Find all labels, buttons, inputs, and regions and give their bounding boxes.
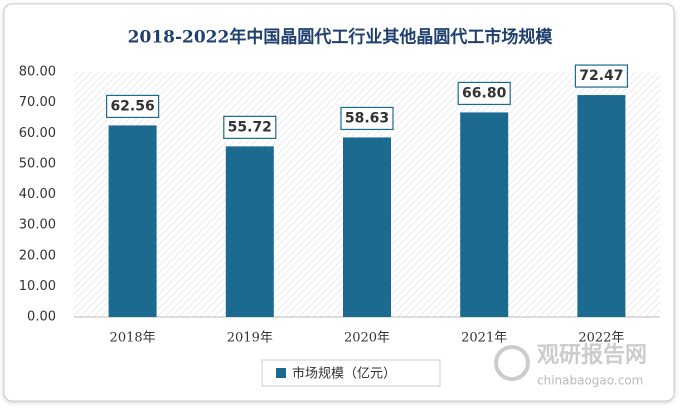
bar [108, 125, 157, 317]
bar [225, 146, 274, 317]
bar [343, 137, 391, 317]
y-tick-label: 40.00 [19, 187, 56, 202]
label-box [340, 106, 394, 131]
y-tick-label: 0.00 [27, 310, 56, 325]
x-tick-label: 2018年 [110, 331, 156, 346]
y-tick-label: 10.00 [19, 279, 56, 294]
value-label: 66.80 [462, 85, 507, 101]
chart-title: 2018-2022年中国晶圆代工行业其他晶圆代工市场规模 [128, 27, 554, 48]
watermark-url: chinabaogao.com [537, 374, 643, 388]
y-tick-label: 80.00 [19, 65, 56, 80]
bar [577, 95, 626, 317]
label-box [457, 81, 511, 106]
value-label: 55.72 [228, 119, 272, 135]
x-tick-label: 2021年 [461, 331, 507, 346]
legend-box [261, 359, 441, 387]
bar [460, 112, 509, 317]
value-label: 58.63 [345, 110, 389, 126]
label-box [223, 115, 277, 139]
x-tick-label: 2020年 [344, 331, 390, 346]
legend-label: 市场规模（亿元） [292, 366, 396, 382]
watermark: 观研报告网 chinabaogao.com [494, 343, 647, 388]
label-box [574, 64, 629, 88]
value-label: 62.56 [110, 98, 154, 114]
watermark-name: 观研报告网 [537, 343, 647, 368]
legend-swatch [276, 368, 286, 378]
value-label: 72.47 [579, 68, 623, 84]
x-tick-label: 2019年 [227, 331, 273, 346]
y-tick-label: 60.00 [19, 126, 56, 141]
y-tick-label: 30.00 [19, 218, 56, 233]
watermark-logo [494, 345, 530, 381]
y-tick-label: 70.00 [19, 95, 56, 110]
x-tick-label: 2022年 [578, 331, 624, 346]
label-box [105, 94, 160, 119]
y-tick-label: 50.00 [19, 156, 56, 171]
y-tick-label: 20.00 [19, 248, 56, 263]
